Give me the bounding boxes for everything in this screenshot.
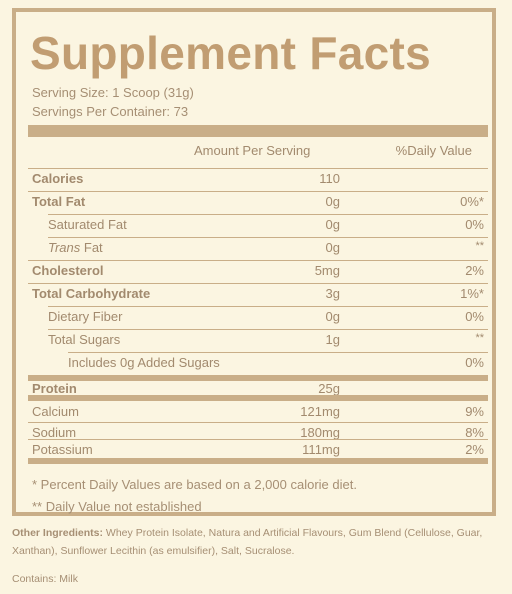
table-row: Total Fat 0g 0%* bbox=[28, 191, 488, 212]
nutrient-label: Trans Fat bbox=[48, 240, 103, 255]
nutrient-label: Dietary Fiber bbox=[48, 309, 123, 324]
table-row: Saturated Fat 0g 0% bbox=[28, 214, 488, 235]
row-divider bbox=[68, 352, 488, 353]
nutrient-dv: 0% bbox=[465, 309, 484, 324]
row-divider bbox=[28, 168, 488, 169]
nutrient-dv: 2% bbox=[465, 442, 484, 457]
amount-header: Amount Per Serving bbox=[194, 143, 311, 158]
footnote-daily-values: * Percent Daily Values are based on a 2,… bbox=[32, 477, 357, 492]
table-row: Calories 110 bbox=[28, 168, 488, 189]
nutrient-label: Cholesterol bbox=[32, 263, 104, 278]
serving-size: Serving Size: 1 Scoop (31g) bbox=[32, 85, 194, 100]
other-ingredients-label: Other Ingredients: bbox=[12, 527, 104, 539]
trans-suffix: Fat bbox=[80, 240, 103, 255]
table-row: Calcium 121mg 9% bbox=[28, 401, 488, 422]
nutrient-amount: 25g bbox=[318, 381, 340, 396]
nutrient-dv: 9% bbox=[465, 404, 484, 419]
table-row: Total Carbohydrate 3g 1%* bbox=[28, 283, 488, 304]
nutrient-amount: 121mg bbox=[300, 404, 340, 419]
nutrient-label: Total Fat bbox=[32, 194, 86, 209]
nutrient-amount: 0g bbox=[325, 217, 340, 232]
row-divider bbox=[28, 283, 488, 284]
row-divider bbox=[48, 214, 488, 215]
nutrient-dv: 8% bbox=[465, 425, 484, 440]
nutrient-dv: 0% bbox=[465, 217, 484, 232]
nutrient-label: Total Carbohydrate bbox=[32, 286, 151, 301]
nutrient-amount: 3g bbox=[325, 286, 340, 301]
nutrient-amount: 5mg bbox=[314, 263, 340, 278]
nutrient-dv: 0%* bbox=[460, 194, 484, 209]
nutrient-amount: 1g bbox=[325, 332, 340, 347]
nutrient-amount: 0g bbox=[325, 309, 340, 324]
table-row: Sodium 180mg 8% bbox=[28, 422, 488, 443]
other-ingredients: Other Ingredients: Whey Protein Isolate,… bbox=[12, 524, 498, 560]
table-row: Dietary Fiber 0g 0% bbox=[28, 306, 488, 327]
table-row: Includes 0g Added Sugars 0% bbox=[28, 352, 488, 373]
nutrient-amount: 0g bbox=[325, 240, 340, 255]
table-row: Total Sugars 1g ** bbox=[28, 329, 488, 350]
table-row: Cholesterol 5mg 2% bbox=[28, 260, 488, 281]
table-row: Trans Fat 0g ** bbox=[28, 237, 488, 258]
trans-italic: Trans bbox=[48, 240, 81, 255]
row-divider bbox=[28, 191, 488, 192]
row-divider bbox=[48, 237, 488, 238]
nutrient-amount: 180mg bbox=[300, 425, 340, 440]
row-divider bbox=[28, 439, 488, 440]
nutrient-amount: 111mg bbox=[302, 442, 340, 457]
nutrient-label: Total Sugars bbox=[48, 332, 121, 347]
row-divider bbox=[48, 329, 488, 330]
table-row: Potassium 111mg 2% bbox=[28, 439, 488, 460]
nutrient-label: Includes 0g Added Sugars bbox=[68, 355, 220, 370]
nutrient-label: Calcium bbox=[32, 404, 79, 419]
thick-divider bbox=[28, 375, 488, 381]
nutrient-dv: ** bbox=[475, 240, 484, 252]
nutrient-label: Protein bbox=[32, 381, 77, 396]
other-ingredients-text: Whey Protein Isolate, Natura and Artific… bbox=[12, 527, 483, 557]
nutrient-amount: 110 bbox=[319, 171, 340, 186]
row-divider bbox=[28, 260, 488, 261]
daily-value-header: %Daily Value bbox=[395, 143, 472, 158]
nutrient-label: Calories bbox=[32, 171, 84, 186]
nutrient-dv: 0% bbox=[465, 355, 484, 370]
nutrient-dv: ** bbox=[475, 332, 484, 344]
nutrient-label: Sodium bbox=[32, 425, 77, 440]
servings-per-container: Servings Per Container: 73 bbox=[32, 104, 189, 119]
nutrient-amount: 0g bbox=[325, 194, 340, 209]
thick-divider bbox=[28, 125, 488, 137]
allergen-contains: Contains: Milk bbox=[12, 573, 78, 585]
nutrient-dv: 2% bbox=[465, 263, 484, 278]
supplement-facts-panel: Supplement Facts Serving Size: 1 Scoop (… bbox=[12, 8, 496, 516]
thick-divider bbox=[28, 458, 488, 464]
nutrient-dv: 1%* bbox=[460, 286, 484, 301]
table-row: Protein 25g bbox=[28, 378, 488, 399]
footnote-not-established: ** Daily Value not established bbox=[32, 499, 202, 514]
nutrient-label: Saturated Fat bbox=[48, 217, 127, 232]
row-divider bbox=[28, 422, 488, 423]
row-divider bbox=[48, 306, 488, 307]
nutrient-label: Potassium bbox=[32, 442, 93, 457]
thick-divider bbox=[28, 395, 488, 401]
panel-title: Supplement Facts bbox=[30, 27, 431, 79]
